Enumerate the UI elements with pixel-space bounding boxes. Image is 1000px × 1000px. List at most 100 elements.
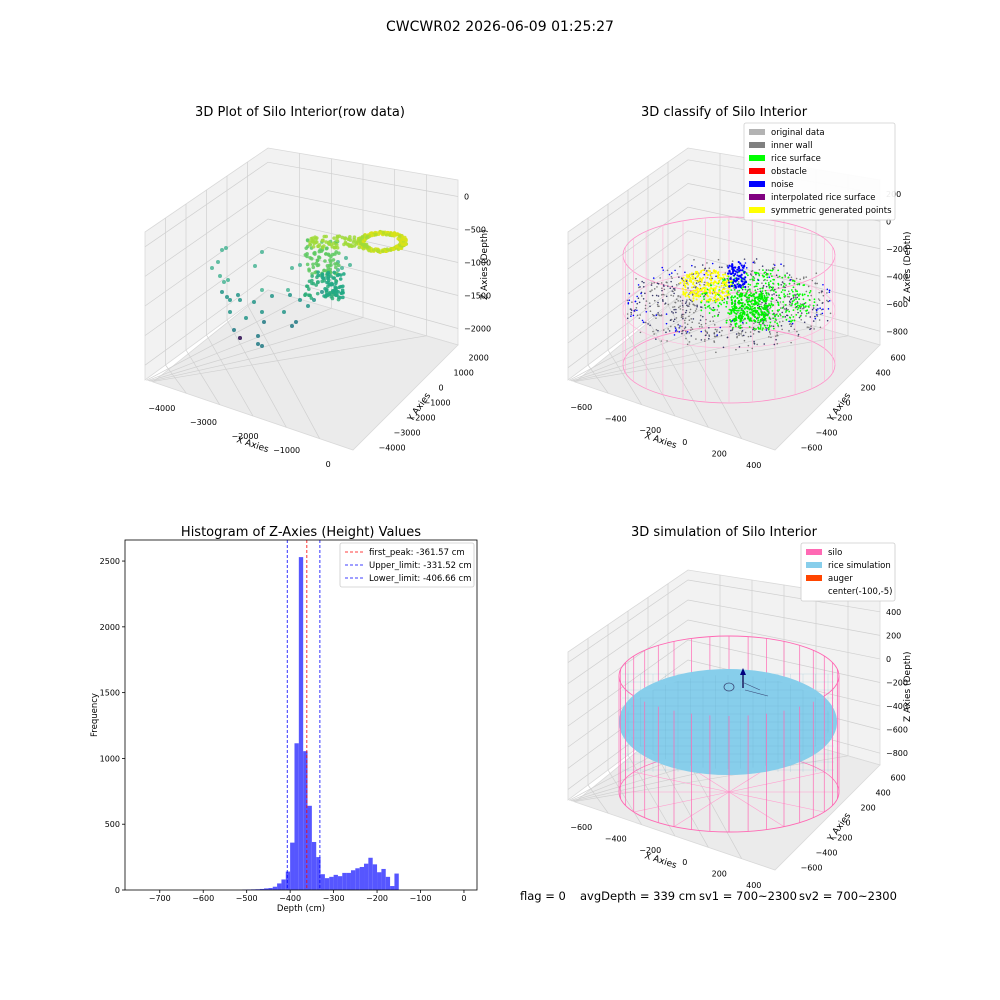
inner-wall-point (816, 282, 818, 285)
inner-wall-point (673, 308, 675, 311)
symmetric-point (694, 279, 697, 282)
rice-surface-point (772, 286, 775, 289)
inner-wall-point (790, 314, 793, 316)
symmetric-point (684, 295, 687, 298)
auger-line (744, 689, 769, 697)
rice-surface-point (756, 316, 759, 319)
raw-grid-line (247, 304, 320, 439)
inner-wall-point (744, 331, 747, 334)
raw-y-tick-label: 1000 (454, 369, 474, 378)
symmetric-point (694, 289, 697, 292)
noise-point (821, 312, 824, 315)
rice-surface-point (791, 290, 794, 293)
inner-wall-point (682, 309, 684, 311)
rice-surface-point (747, 283, 750, 286)
inner-wall-point (691, 321, 694, 324)
inner-wall-point (753, 340, 755, 343)
inner-wall-point (716, 309, 719, 311)
noise-point (737, 277, 740, 281)
simulation-grid-line (567, 619, 881, 706)
rice-surface-point (760, 305, 763, 308)
noise-point (652, 277, 655, 279)
inner-wall-point (765, 320, 768, 322)
noise-point (674, 330, 677, 332)
rice-surface-point (726, 302, 728, 305)
classify-x-tick-label: 200 (712, 450, 727, 459)
inner-wall-point (726, 265, 729, 267)
rice-surface-point (770, 302, 773, 305)
rice-surface-point (768, 286, 771, 289)
rice-surface-point (776, 309, 779, 312)
classify-grid-line (567, 277, 881, 368)
raw-point (326, 275, 331, 279)
inner-wall-point (671, 310, 673, 313)
noise-point (739, 285, 742, 289)
rice-surface-point (762, 327, 764, 330)
raw-point (260, 344, 264, 348)
noise-point (674, 327, 677, 329)
inner-wall-point (758, 269, 761, 271)
classify-x-tick-label: 0 (682, 438, 687, 447)
rice-surface-point (759, 287, 762, 290)
inner-wall-point (826, 292, 828, 294)
raw-grid-line (151, 335, 427, 383)
inner-wall-point (660, 282, 663, 284)
inner-wall-point (692, 318, 695, 320)
raw-point (260, 250, 264, 254)
inner-wall-point (818, 299, 821, 302)
rice-surface-point (730, 309, 733, 312)
histogram-y-tick-label: 1500 (100, 689, 120, 698)
noise-point (636, 309, 638, 312)
histogram-bar (259, 888, 265, 890)
raw-point (398, 238, 403, 243)
symmetric-point (714, 295, 717, 298)
rice-surface-point (723, 301, 725, 304)
rice-surface-point (772, 327, 775, 330)
inner-wall-point (684, 302, 687, 305)
classify-3d-plot: 3D classify of Silo Interior −600 −400 −20… (567, 105, 913, 470)
classify-grid-line (569, 298, 721, 381)
symmetric-point (698, 288, 701, 291)
classify-grid-line (627, 334, 676, 417)
rice-surface-point (740, 309, 743, 312)
inner-wall-point (677, 295, 679, 297)
noise-point (740, 273, 743, 276)
symmetric-point (702, 276, 705, 279)
histogram-x-tick-label: −400 (279, 894, 301, 903)
inner-wall-point (657, 295, 660, 297)
rice-surface-point (770, 289, 773, 291)
inner-wall-point (673, 288, 676, 290)
raw-point (330, 281, 334, 286)
inner-wall-point (805, 290, 808, 293)
inner-wall-point (666, 340, 668, 342)
rice-surface-point (777, 283, 780, 286)
inner-wall-point (766, 324, 769, 327)
rice-surface-point (749, 311, 752, 314)
raw-x-tick-label: −2000 (231, 432, 258, 441)
inner-wall-point (786, 293, 789, 296)
simulation-y-tick-label: 200 (861, 804, 876, 813)
raw-point (310, 281, 314, 286)
rice-surface-point (763, 311, 766, 314)
raw-point (260, 288, 264, 292)
inner-wall-point (741, 326, 743, 329)
inner-wall-point (657, 329, 659, 332)
rice-surface-point (743, 317, 747, 320)
legend-swatch (749, 168, 765, 174)
noise-point (744, 280, 747, 283)
symmetric-point (699, 284, 702, 287)
rice-surface-point (739, 306, 742, 309)
rice-surface-point (747, 296, 751, 299)
inner-wall-point (737, 281, 740, 283)
raw-point (312, 298, 316, 302)
symmetric-point (711, 299, 714, 302)
rice-surface-point (803, 293, 806, 296)
noise-point (828, 289, 831, 292)
rice-surface-point (709, 307, 711, 309)
classify-y-tick-label: −600 (801, 444, 823, 453)
symmetric-point (684, 284, 687, 287)
symmetric-point (703, 290, 706, 293)
raw-point (310, 278, 314, 283)
raw-point (348, 238, 353, 242)
simulation-z-tick-label: −600 (886, 726, 908, 735)
